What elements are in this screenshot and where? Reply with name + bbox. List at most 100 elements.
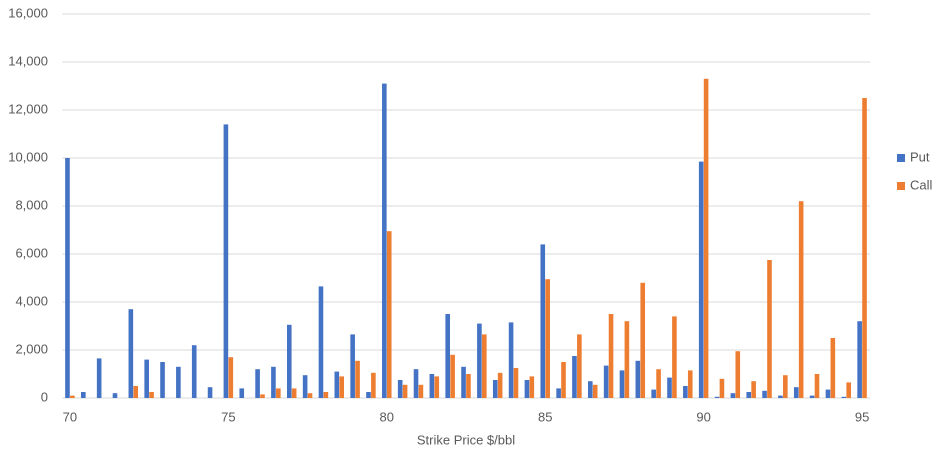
bar — [703, 78, 709, 399]
bar — [350, 334, 355, 398]
bar — [371, 372, 376, 398]
bar — [276, 388, 281, 398]
bar — [176, 366, 181, 398]
y-tick-label: 6,000 — [15, 245, 48, 260]
bar — [841, 396, 847, 398]
bar — [481, 334, 487, 398]
y-tick-label: 8,000 — [15, 197, 48, 212]
bar — [307, 393, 313, 398]
bar — [651, 389, 656, 398]
bar — [767, 260, 772, 398]
bar — [133, 386, 139, 398]
bar — [846, 382, 851, 398]
y-tick-label: 4,000 — [15, 293, 48, 308]
bar — [112, 393, 118, 398]
bar — [271, 366, 276, 398]
bar — [762, 390, 767, 398]
bar — [556, 388, 561, 398]
bar — [814, 374, 820, 398]
bar — [302, 375, 308, 398]
bar — [450, 354, 455, 398]
bar — [719, 378, 725, 398]
bar — [830, 338, 836, 398]
bar — [751, 381, 756, 398]
y-tick-label: 16,000 — [8, 5, 48, 20]
bar — [239, 388, 245, 398]
bar — [260, 394, 265, 398]
x-axis-title: Strike Price $/bbl — [417, 432, 515, 447]
y-tick-label: 2,000 — [15, 341, 48, 356]
bar — [429, 374, 435, 398]
bar — [323, 392, 329, 398]
bar — [624, 321, 630, 398]
bar — [572, 356, 577, 398]
y-tick-label: 10,000 — [8, 149, 48, 164]
bar — [70, 395, 75, 398]
bar — [286, 324, 292, 398]
bar — [592, 384, 598, 398]
bar — [128, 309, 134, 398]
bar — [508, 322, 514, 398]
bar — [418, 384, 424, 398]
bar — [640, 282, 646, 398]
bar — [793, 387, 799, 398]
bar — [207, 387, 213, 398]
bar — [228, 357, 234, 398]
bar — [698, 161, 704, 398]
bar — [687, 370, 693, 398]
bar — [466, 374, 471, 398]
bar — [191, 345, 197, 398]
bar — [65, 158, 70, 398]
x-tick-label: 75 — [221, 409, 235, 424]
bar — [397, 380, 403, 398]
bar — [144, 359, 149, 398]
bar — [619, 370, 625, 398]
bar — [730, 393, 736, 398]
y-tick-label: 14,000 — [8, 53, 48, 68]
bar — [825, 389, 831, 398]
bar — [513, 368, 519, 398]
bar — [339, 376, 345, 398]
bar — [857, 321, 862, 398]
bar — [603, 365, 609, 398]
bar — [160, 362, 165, 398]
bar — [386, 231, 392, 398]
bar — [81, 392, 86, 398]
x-tick-label: 80 — [380, 409, 394, 424]
bar — [382, 83, 387, 398]
legend-label: Put — [910, 149, 930, 164]
bar — [318, 286, 324, 398]
bar — [783, 375, 788, 398]
bar — [497, 372, 503, 398]
x-tick-label: 70 — [63, 409, 77, 424]
bar — [672, 316, 677, 398]
bar — [461, 366, 466, 398]
bar — [524, 380, 530, 398]
bar — [334, 371, 340, 398]
bar — [149, 392, 154, 398]
bar — [540, 244, 546, 398]
bar — [492, 380, 498, 398]
y-tick-label: 0 — [41, 389, 48, 404]
bar — [291, 388, 297, 398]
bar — [608, 314, 614, 398]
bar — [809, 395, 815, 398]
bar — [255, 369, 260, 398]
bar — [96, 358, 102, 398]
legend-swatch — [897, 182, 905, 190]
bar — [656, 369, 661, 398]
bar — [714, 396, 720, 398]
bar — [545, 279, 550, 398]
bar — [862, 98, 867, 398]
x-tick-label: 85 — [538, 409, 552, 424]
bar — [587, 381, 593, 398]
bar — [477, 323, 482, 398]
bar — [355, 360, 360, 398]
bar — [529, 376, 535, 398]
bar — [746, 392, 752, 398]
bar — [366, 392, 371, 398]
bar — [735, 351, 741, 398]
bar — [577, 334, 582, 398]
bar — [778, 395, 783, 398]
bar — [667, 377, 672, 398]
